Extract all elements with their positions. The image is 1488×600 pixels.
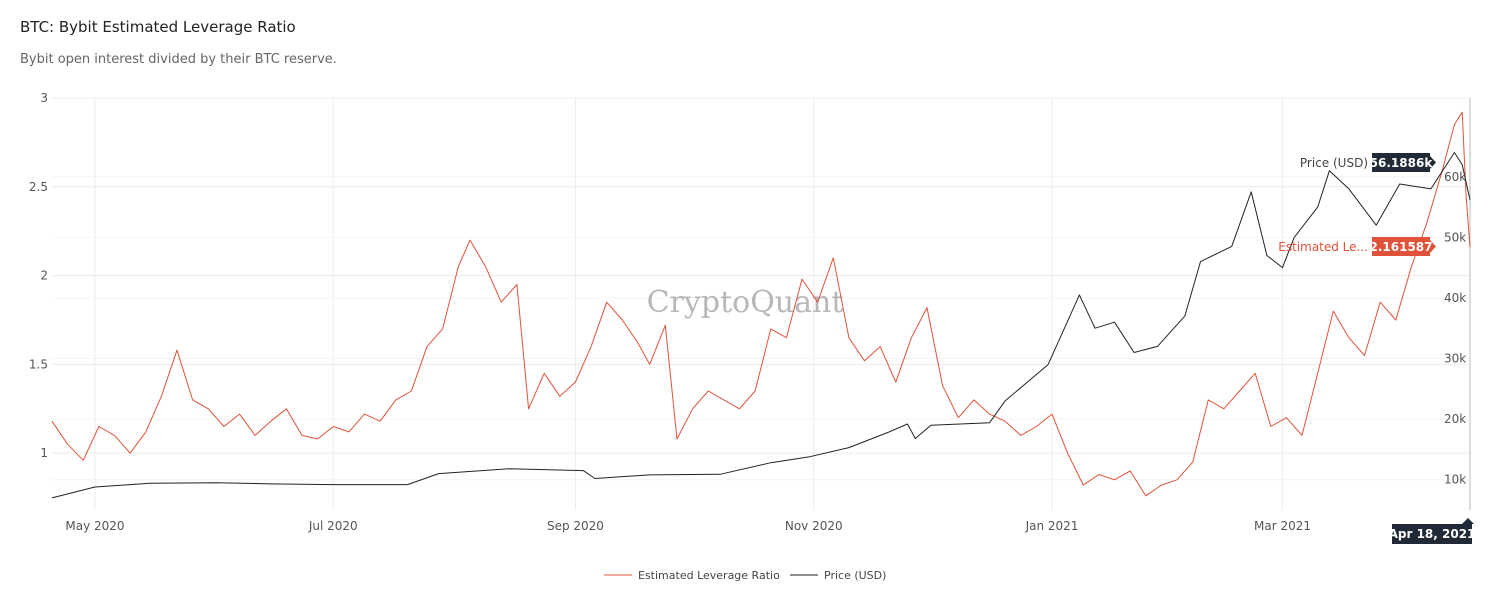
- ratio-series-line[interactable]: [51, 111, 1471, 497]
- x-tick-label: Jan 2021: [1025, 519, 1079, 533]
- x-tick-label: Sep 2020: [547, 519, 604, 533]
- x-tick-label: Mar 2021: [1254, 519, 1311, 533]
- y-left-tick-label: 3: [40, 91, 48, 105]
- y-right-tick-label: 10k: [1444, 473, 1466, 487]
- x-tick-label: Jul 2020: [308, 519, 358, 533]
- y-right-tick-label: 30k: [1444, 352, 1466, 366]
- legend-ratio-label[interactable]: Estimated Leverage Ratio: [638, 569, 780, 582]
- y-right-tick-label: 20k: [1444, 412, 1466, 426]
- chart-subtitle: Bybit open interest divided by their BTC…: [20, 52, 337, 67]
- x-tick-label: May 2020: [65, 519, 124, 533]
- y-right-tick-label: 40k: [1444, 291, 1466, 305]
- series-lines: [51, 111, 1471, 499]
- ratio-hover-label: Estimated Le...: [1278, 240, 1368, 254]
- price-hover-flag-tip: [1430, 156, 1436, 169]
- y-left-tick-label: 2: [40, 269, 48, 283]
- cryptoquant-watermark: CryptoQuant: [647, 285, 844, 320]
- y-left-tick-label: 2.5: [29, 180, 48, 194]
- date-hover-flag-tip: [1462, 518, 1474, 524]
- axis-ticks: May 2020 Jul 2020 Sep 2020 Nov 2020 Jan 2021…: [29, 91, 1466, 533]
- date-hover-value: Apr 18, 2021: [1389, 527, 1476, 541]
- x-tick-label: Nov 2020: [785, 519, 843, 533]
- legend-price-label[interactable]: Price (USD): [824, 569, 886, 582]
- ratio-hover-annotation: Estimated Le... 2.161587: [1278, 237, 1436, 256]
- chart-title: BTC: Bybit Estimated Leverage Ratio: [20, 18, 296, 36]
- ratio-hover-flag: [1372, 237, 1430, 256]
- legend[interactable]: Estimated Leverage Ratio Price (USD): [604, 569, 886, 582]
- y-right-tick-label: 50k: [1444, 230, 1466, 244]
- price-hover-flag: [1372, 153, 1430, 172]
- price-hover-label: Price (USD): [1300, 156, 1368, 170]
- y-left-tick-label: 1.5: [29, 357, 48, 371]
- ratio-hover-flag-tip: [1430, 240, 1436, 253]
- date-hover-annotation: Apr 18, 2021: [1389, 518, 1476, 544]
- y-right-tick-label: 60k: [1444, 170, 1466, 184]
- price-hover-annotation: Price (USD) 56.1886k: [1300, 153, 1436, 172]
- price-hover-value: 56.1886k: [1370, 156, 1434, 170]
- grid-lines: [52, 97, 1471, 510]
- date-hover-flag: [1392, 524, 1472, 544]
- ratio-hover-value: 2.161587: [1369, 240, 1432, 254]
- y-left-tick-label: 1: [40, 446, 48, 460]
- price-series-line[interactable]: [51, 152, 1471, 499]
